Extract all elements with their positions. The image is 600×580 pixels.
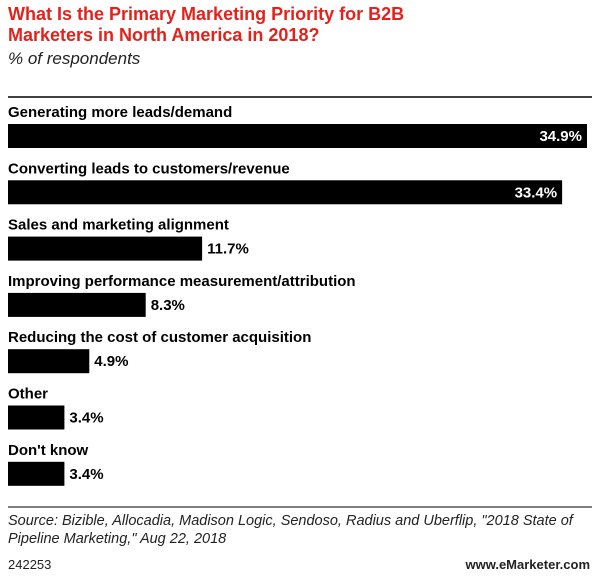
category-label: Improving performance measurement/attrib… xyxy=(8,273,356,290)
value-label: 33.4% xyxy=(515,184,558,201)
category-label: Generating more leads/demand xyxy=(8,104,232,121)
value-label: 8.3% xyxy=(151,297,185,314)
bar xyxy=(8,180,563,205)
category-label: Converting leads to customers/revenue xyxy=(8,160,290,177)
bar xyxy=(8,349,90,374)
value-label: 11.7% xyxy=(207,241,249,258)
source-note: Source: Bizible, Allocadia, Madison Logi… xyxy=(8,513,573,547)
chart-id: 242253 xyxy=(8,557,52,572)
category-label: Reducing the cost of customer acquisitio… xyxy=(8,329,311,346)
chart-subtitle: % of respondents xyxy=(8,49,141,68)
brand: www.eMarketer.com xyxy=(465,557,590,572)
bar xyxy=(8,124,587,148)
category-label: Other xyxy=(8,385,48,402)
chart-title: What Is the Primary Marketing Priority f… xyxy=(8,4,405,45)
value-label: 3.4% xyxy=(69,409,103,426)
value-label: 4.9% xyxy=(94,353,128,370)
category-label: Sales and marketing alignment xyxy=(8,217,229,234)
category-label: Don't know xyxy=(8,442,89,459)
bar xyxy=(8,461,65,486)
value-label: 34.9% xyxy=(539,128,582,145)
bar xyxy=(8,405,65,430)
value-label: 3.4% xyxy=(69,466,103,483)
bar xyxy=(8,236,203,261)
bar xyxy=(8,292,146,317)
